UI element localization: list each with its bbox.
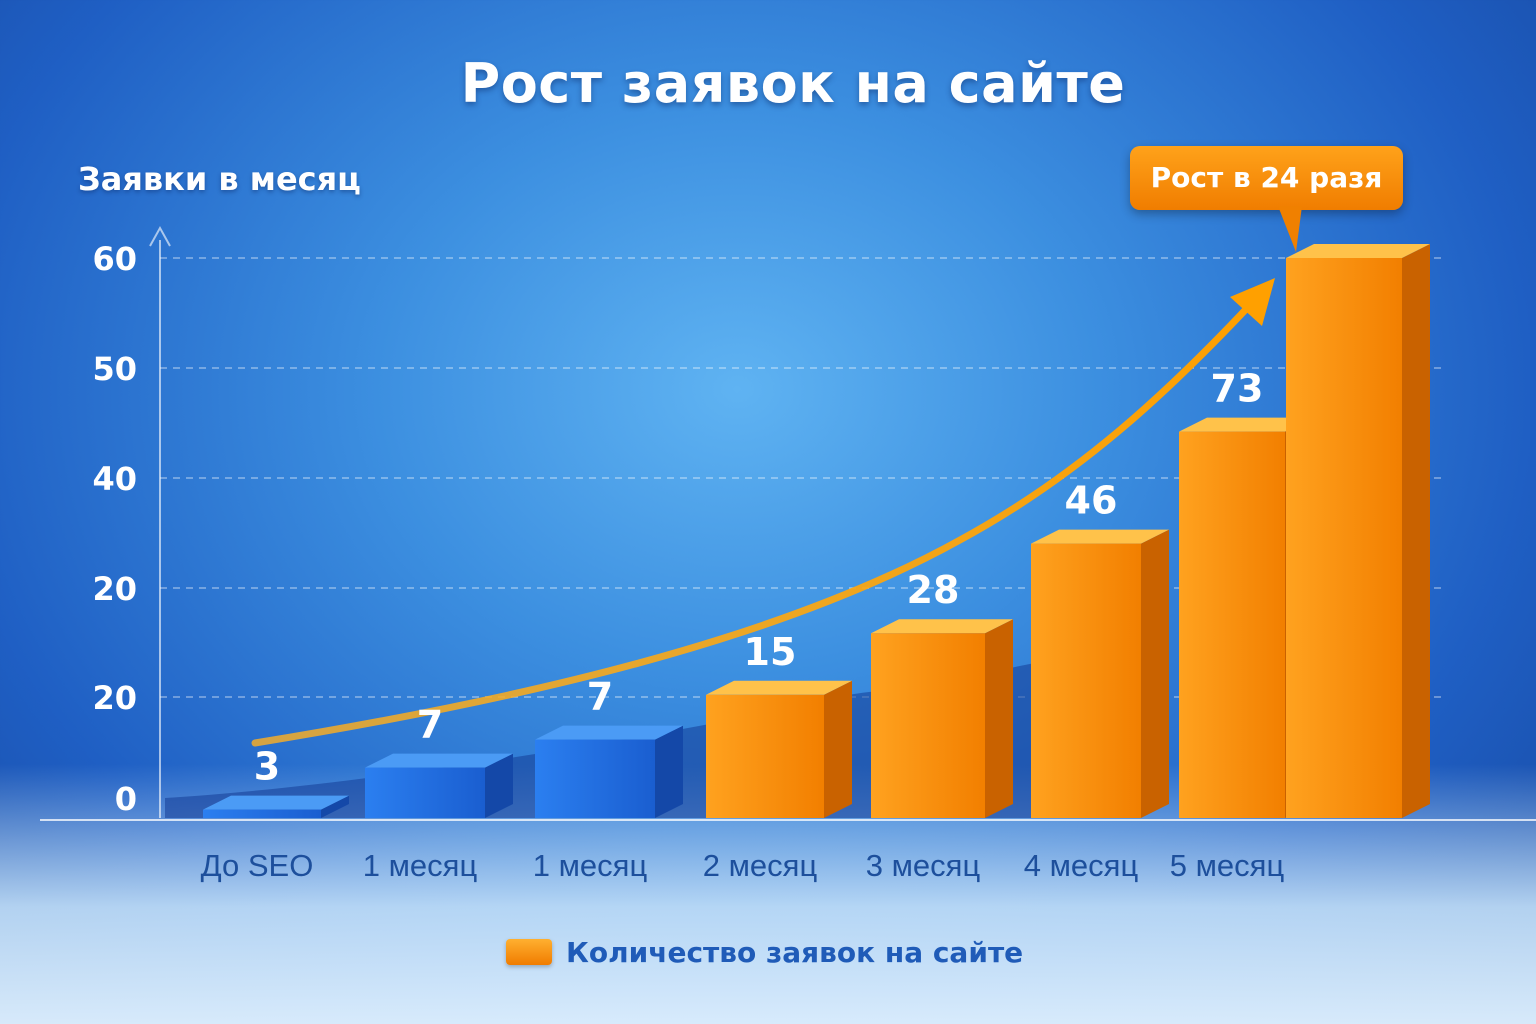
bar-front bbox=[535, 739, 655, 818]
x-category-label: До SEO bbox=[201, 848, 314, 883]
legend-label: Количество заявок на сайте bbox=[566, 935, 1024, 969]
bar bbox=[365, 753, 513, 818]
bar-side bbox=[321, 795, 349, 818]
trend-arrow-line bbox=[251, 301, 1254, 747]
bar-value-label: 15 bbox=[744, 630, 797, 674]
labels: 0 20 20 40 50 60 3 До SEO 7 1 месяц 7 1 месяц 15 2 ме… bbox=[92, 240, 1284, 883]
bar-front bbox=[1031, 543, 1141, 818]
trend-arrow-head bbox=[1230, 278, 1275, 326]
y-tick-label: 50 bbox=[92, 350, 137, 388]
trend-arrow bbox=[251, 278, 1275, 747]
bar-value-label: 28 bbox=[907, 568, 960, 612]
x-category-label: 1 месяц bbox=[363, 848, 478, 883]
bar-value-label: 7 bbox=[417, 703, 443, 747]
bar-top bbox=[1031, 529, 1169, 544]
bar-front bbox=[871, 633, 985, 818]
y-tick-label: 20 bbox=[92, 679, 137, 717]
bar bbox=[203, 795, 349, 818]
bar-front bbox=[1286, 258, 1402, 818]
axes bbox=[40, 225, 1536, 821]
bar-top bbox=[535, 725, 683, 740]
y-tick-label: 0 bbox=[115, 780, 137, 818]
bars bbox=[203, 244, 1430, 818]
bar-top bbox=[203, 795, 349, 810]
bar-front bbox=[203, 809, 321, 818]
bar-side bbox=[1141, 529, 1169, 818]
y-axis-label: Заявки в месяц bbox=[78, 160, 361, 198]
bar-front bbox=[1179, 431, 1285, 818]
legend-swatch bbox=[506, 939, 552, 965]
bar-top bbox=[1179, 417, 1313, 432]
y-tick-label: 60 bbox=[92, 240, 137, 278]
bar-side bbox=[485, 753, 513, 818]
chart-title: Рост заявок на сайте bbox=[460, 52, 1126, 115]
bar bbox=[706, 680, 852, 818]
bar-side bbox=[824, 680, 852, 818]
x-category-label: 4 месяц bbox=[1024, 848, 1139, 883]
bar-top bbox=[1286, 244, 1430, 258]
bar-side bbox=[985, 619, 1013, 818]
bar-top bbox=[365, 753, 513, 768]
bar-top bbox=[706, 680, 852, 695]
growth-callout: Рост в 24 разя bbox=[1130, 146, 1403, 210]
bar bbox=[871, 619, 1013, 818]
bar-top bbox=[871, 619, 1013, 634]
x-category-label: 2 месяц bbox=[703, 848, 818, 883]
x-category-label: 1 месяц bbox=[533, 848, 648, 883]
x-category-label: 5 месяц bbox=[1170, 848, 1285, 883]
bar bbox=[535, 725, 683, 818]
bar bbox=[1031, 529, 1169, 818]
bar bbox=[1286, 244, 1430, 818]
legend: Количество заявок на сайте bbox=[506, 932, 1023, 972]
bar-value-label: 7 bbox=[587, 675, 613, 719]
y-axis-arrow bbox=[149, 225, 171, 247]
y-tick-label: 40 bbox=[92, 460, 137, 498]
bar-value-label: 73 bbox=[1211, 367, 1264, 411]
bar-front bbox=[706, 694, 824, 818]
x-category-label: 3 месяц bbox=[866, 848, 981, 883]
bar-side bbox=[655, 725, 683, 818]
bar-side bbox=[1402, 244, 1430, 818]
y-tick-label: 20 bbox=[92, 570, 137, 608]
bar-front bbox=[365, 767, 485, 818]
callout-pointer bbox=[1278, 206, 1302, 252]
bar-value-label: 46 bbox=[1065, 479, 1118, 523]
bar-value-label: 3 bbox=[254, 745, 280, 789]
